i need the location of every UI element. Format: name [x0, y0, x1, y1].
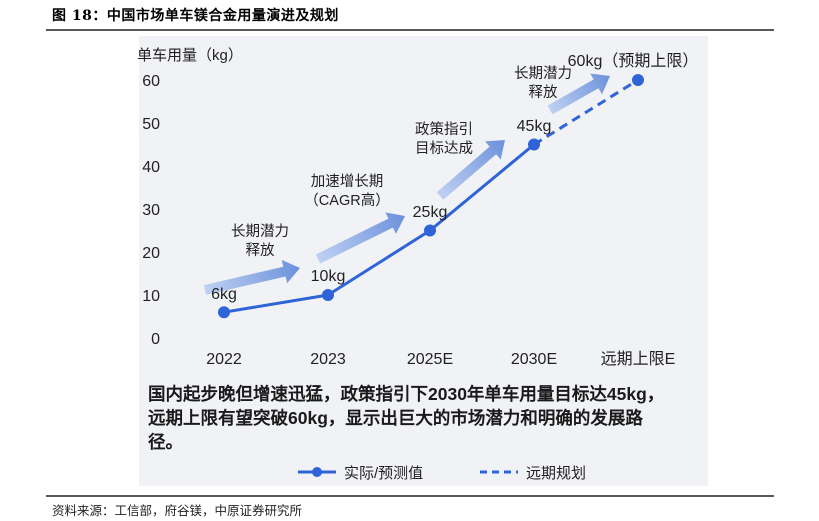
- legend: 实际/预测值 远期规划: [298, 465, 586, 482]
- legend-label: 远期规划: [526, 465, 586, 482]
- data-point: [528, 138, 540, 151]
- source-note: 资料来源：工信部，府谷镁，中原证券研究所: [52, 503, 303, 518]
- data-label: 60kg（预期上限）: [568, 52, 699, 70]
- x-tick-label: 2023: [310, 351, 346, 368]
- annotation-text: 释放: [246, 242, 275, 259]
- trend-arrow: [315, 212, 406, 264]
- data-point: [424, 224, 436, 237]
- data-point: [632, 74, 644, 86]
- annotation-text: 加速增长期: [311, 173, 384, 190]
- y-tick-label: 40: [142, 159, 160, 176]
- y-tick-label: 20: [142, 245, 160, 262]
- annotation-text: 长期潜力: [514, 65, 572, 82]
- data-labels: 6kg 10kg 25kg 45kg 60kg（预期上限）: [211, 52, 698, 303]
- summary-text: 国内起步晚但增速迅猛，政策指引下2030年单车用量目标达45kg， 远期上限有望突…: [148, 384, 664, 452]
- x-tick-label: 2022: [206, 351, 242, 368]
- planned-line: [533, 78, 639, 146]
- top-rule: [46, 29, 774, 31]
- trend-arrow-shape: [436, 139, 506, 200]
- actual-line: [223, 143, 535, 314]
- bottom-rule: [46, 495, 774, 497]
- y-axis-label: 单车用量（kg）: [137, 47, 243, 64]
- x-axis: 2022 2023 2025E 2030E 远期上限E: [206, 350, 675, 368]
- annotation-text: 长期潜力: [231, 223, 289, 240]
- trend-arrow-shape: [547, 73, 611, 115]
- annotation-text: 释放: [529, 84, 558, 101]
- data-label: 6kg: [211, 286, 237, 303]
- data-label: 45kg: [517, 118, 552, 135]
- annotation-text: 政策指引: [415, 121, 473, 138]
- data-point: [218, 306, 230, 319]
- y-tick-label: 60: [142, 73, 160, 90]
- annotation-text: 目标达成: [415, 140, 473, 157]
- x-tick-label: 2030E: [511, 351, 557, 368]
- y-tick-label: 50: [142, 116, 160, 133]
- chart-panel: [139, 36, 708, 486]
- y-tick-label: 30: [142, 202, 160, 219]
- data-label: 10kg: [311, 268, 346, 285]
- trend-arrow: [547, 73, 611, 115]
- y-tick-label: 0: [151, 331, 160, 348]
- trend-arrow-shape: [315, 212, 406, 264]
- trend-arrow: [203, 259, 300, 295]
- legend-marker: [312, 467, 322, 477]
- trend-arrow: [436, 139, 506, 200]
- summary-line: 径。: [148, 432, 183, 452]
- y-axis: 0 10 20 30 40 50 60: [142, 73, 160, 348]
- figure-title: 图 18：中国市场单车镁合金用量演进及规划: [52, 8, 339, 24]
- trend-arrow-shape: [203, 259, 300, 295]
- legend-label: 实际/预测值: [344, 465, 423, 482]
- series: [218, 74, 644, 319]
- summary-line: 远期上限有望突破60kg，显示出巨大的市场潜力和明确的发展路: [148, 408, 643, 428]
- x-tick-label: 2025E: [407, 351, 453, 368]
- data-label: 25kg: [413, 204, 448, 221]
- annotation-text: （CAGR高）: [304, 192, 389, 209]
- summary-line: 国内起步晚但增速迅猛，政策指引下2030年单车用量目标达45kg，: [148, 384, 664, 404]
- x-tick-label: 远期上限E: [601, 350, 676, 368]
- data-point: [322, 289, 334, 301]
- y-tick-label: 10: [142, 288, 160, 305]
- trend-arrows: [203, 73, 611, 295]
